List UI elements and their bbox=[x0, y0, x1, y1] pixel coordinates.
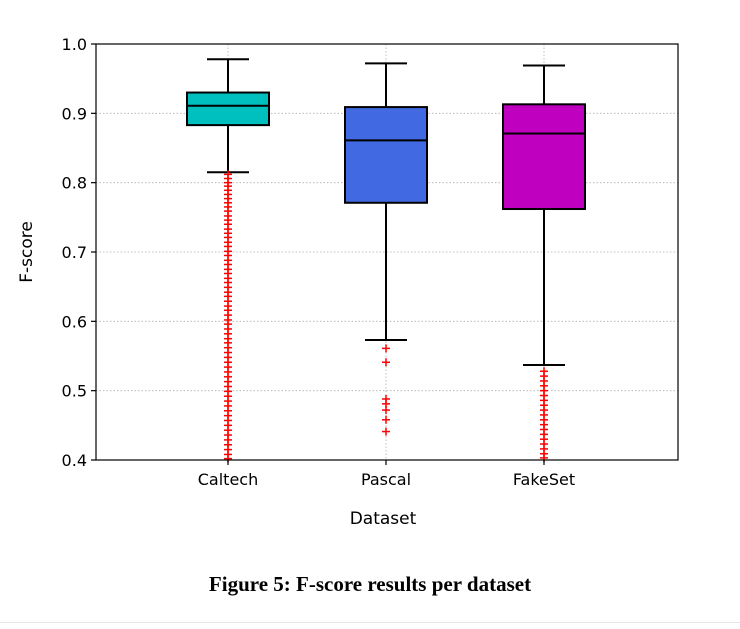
y-tick-label: 0.4 bbox=[62, 451, 87, 470]
y-tick-label: 1.0 bbox=[62, 35, 87, 54]
box-pascal bbox=[344, 106, 428, 204]
x-tick-label: Pascal bbox=[361, 470, 411, 489]
page-divider bbox=[0, 622, 740, 623]
box-plot-chart: 0.4 0.5 0.6 0.7 0.8 0.9 1.0 Caltech Pascal FakeSe… bbox=[17, 35, 679, 529]
x-tick-label: Caltech bbox=[198, 470, 258, 489]
y-tick-label: 0.8 bbox=[62, 174, 87, 193]
box-fakeset bbox=[502, 103, 586, 211]
outlier-marker bbox=[382, 427, 390, 436]
outlier-marker bbox=[382, 358, 390, 367]
y-tick-label: 0.9 bbox=[62, 104, 87, 123]
y-tick-label: 0.5 bbox=[62, 382, 87, 401]
box-caltech bbox=[186, 91, 270, 127]
y-tick-label: 0.6 bbox=[62, 312, 87, 331]
y-tick-label: 0.7 bbox=[62, 243, 87, 262]
y-axis-label: F-score bbox=[17, 221, 37, 283]
outlier-marker bbox=[382, 415, 390, 424]
outlier-marker bbox=[382, 406, 390, 415]
outlier-marker bbox=[382, 344, 390, 353]
figure-caption: Figure 5: F-score results per dataset bbox=[208, 572, 532, 596]
x-tick-label: FakeSet bbox=[513, 470, 575, 489]
x-axis-label: Dataset bbox=[350, 509, 417, 529]
